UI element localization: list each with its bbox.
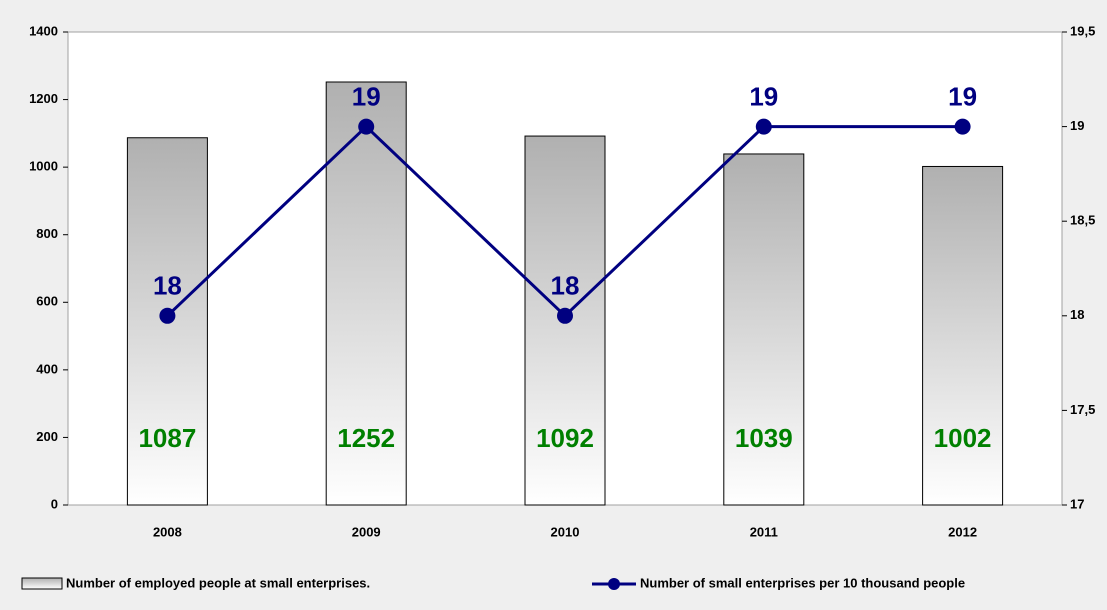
bar bbox=[922, 165, 1004, 506]
legend-swatch bbox=[608, 578, 620, 590]
value-label: 18 bbox=[551, 271, 580, 301]
line-point bbox=[358, 118, 375, 135]
x-tick-label: 2011 bbox=[750, 524, 778, 539]
y-tick-label: 800 bbox=[36, 226, 58, 241]
x-tick-label: 2010 bbox=[551, 524, 580, 539]
y-tick-label: 1400 bbox=[29, 23, 58, 38]
x-tick-label: 2012 bbox=[948, 524, 977, 539]
value-label: 1087 bbox=[138, 423, 196, 453]
legend-label: Number of employed people at small enter… bbox=[66, 575, 370, 590]
value-label: 19 bbox=[948, 81, 977, 111]
y-tick-label: 1200 bbox=[29, 91, 58, 106]
x-tick-label: 2008 bbox=[153, 524, 182, 539]
y-tick-label: 400 bbox=[36, 361, 58, 376]
line-point bbox=[755, 118, 772, 135]
y2-tick-label: 18 bbox=[1070, 307, 1084, 322]
value-label: 1039 bbox=[735, 423, 793, 453]
y-tick-label: 0 bbox=[51, 496, 58, 511]
y2-tick-label: 19 bbox=[1070, 118, 1084, 133]
value-label: 1002 bbox=[934, 423, 992, 453]
value-label: 19 bbox=[749, 81, 778, 111]
legend-swatch bbox=[21, 577, 63, 590]
line-point bbox=[159, 307, 176, 324]
x-tick-label: 2009 bbox=[352, 524, 381, 539]
legend-label: Number of small enterprises per 10 thous… bbox=[640, 575, 965, 590]
y2-tick-label: 19,5 bbox=[1070, 23, 1095, 38]
y2-tick-label: 18,5 bbox=[1070, 213, 1095, 228]
y-tick-label: 200 bbox=[36, 429, 58, 444]
line-point bbox=[954, 118, 971, 135]
y2-tick-label: 17 bbox=[1070, 496, 1084, 511]
bar bbox=[723, 153, 805, 506]
y-tick-label: 1000 bbox=[29, 159, 58, 174]
value-label: 19 bbox=[352, 81, 381, 111]
line-point bbox=[557, 307, 573, 324]
value-label: 1252 bbox=[337, 423, 395, 453]
value-label: 1092 bbox=[536, 423, 594, 453]
y2-tick-label: 17,5 bbox=[1070, 402, 1095, 417]
y-tick-label: 600 bbox=[36, 294, 58, 309]
value-label: 18 bbox=[153, 271, 182, 301]
